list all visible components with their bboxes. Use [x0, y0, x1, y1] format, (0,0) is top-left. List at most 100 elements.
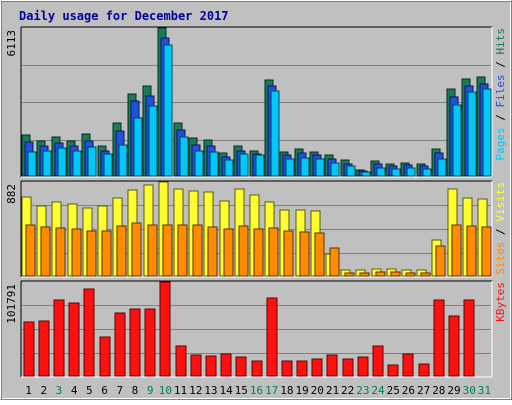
bar-pages-day-31 — [482, 88, 492, 177]
bar-pages-day-16 — [255, 154, 265, 177]
x-tick-label-27: 27 — [417, 384, 430, 397]
y-max-label-hits: 6113 — [5, 30, 18, 57]
chart-panels: 6113 Pages / Files / Hits 882 Sites / Visit… — [5, 26, 507, 378]
bar-kbytes-day-29 — [448, 315, 460, 377]
panel-hits: 6113 Pages / Files / Hits — [5, 26, 507, 178]
legend-visits: Sites / Visits — [494, 182, 507, 275]
bar-kbytes-day-8 — [129, 308, 141, 377]
bar-kbytes-day-27 — [418, 363, 430, 377]
bar-kbytes-day-24 — [372, 345, 384, 377]
bar-pages-day-9 — [148, 105, 158, 177]
legend-entry-kbytes: KBytes — [494, 282, 507, 322]
legend-entry-files: Files — [494, 74, 507, 107]
legend-text-hits: Pages / Files / Hits — [494, 28, 507, 161]
bar-pages-day-2 — [42, 150, 52, 177]
bar-sites-day-20 — [314, 232, 325, 277]
legend-entry-visits: Visits — [494, 182, 507, 222]
bar-pages-day-19 — [300, 157, 310, 177]
bar-sites-day-14 — [223, 228, 234, 277]
bar-pages-day-11 — [179, 136, 189, 177]
legend-entry-hits: Hits — [494, 28, 507, 55]
y-max-label-kbytes: 101791 — [5, 284, 18, 324]
bar-sites-day-21 — [329, 247, 340, 277]
bar-kbytes-day-22 — [342, 358, 354, 377]
bar-sites-day-9 — [147, 224, 158, 277]
bar-pages-day-13 — [209, 151, 219, 177]
bar-sites-day-23 — [359, 272, 370, 277]
bar-sites-day-12 — [192, 224, 203, 277]
x-tick-label-4: 4 — [71, 384, 78, 397]
bar-kbytes-day-30 — [463, 299, 475, 377]
bar-kbytes-day-25 — [387, 364, 399, 377]
legend-entry-sites: Sites — [494, 242, 507, 275]
x-tick-label-17: 17 — [265, 384, 278, 397]
x-tick-label-3: 3 — [56, 384, 63, 397]
bar-kbytes-day-18 — [281, 360, 293, 377]
bar-sites-day-8 — [131, 222, 142, 277]
bar-pages-day-5 — [87, 146, 97, 177]
bar-pages-day-26 — [406, 167, 416, 177]
x-tick-labels: 1 2 3 4 5 6 7 8 9 10 11 12 13 14 15 16 17 18 19 20 21 22 23 24 2… — [25, 384, 491, 397]
bar-kbytes-day-11 — [175, 345, 187, 377]
x-tick-label-19: 19 — [295, 384, 308, 397]
bar-pages-day-7 — [118, 144, 128, 177]
legend-separator: / — [494, 108, 507, 128]
x-tick-label-9: 9 — [147, 384, 154, 397]
bar-pages-day-12 — [194, 150, 204, 177]
bar-kbytes-day-19 — [296, 360, 308, 377]
bar-sites-day-24 — [375, 271, 386, 277]
x-tick-label-25: 25 — [387, 384, 400, 397]
x-tick-label-6: 6 — [101, 384, 108, 397]
x-tick-label-22: 22 — [341, 384, 354, 397]
x-tick-label-30: 30 — [463, 384, 476, 397]
bar-sites-day-1 — [25, 224, 36, 277]
x-tick-label-5: 5 — [86, 384, 93, 397]
bar-sites-day-4 — [71, 228, 82, 277]
bar-kbytes-day-9 — [144, 308, 156, 377]
bar-kbytes-day-17 — [266, 297, 278, 377]
bar-kbytes-day-20 — [311, 358, 323, 377]
bar-sites-day-11 — [177, 224, 188, 277]
x-tick-label-20: 20 — [311, 384, 324, 397]
bar-sites-day-16 — [253, 228, 264, 277]
bar-sites-day-25 — [390, 271, 401, 277]
bar-pages-day-3 — [57, 147, 67, 177]
bar-pages-day-25 — [391, 168, 401, 177]
panel-visits: 882 Sites / Visits — [5, 180, 507, 278]
bar-kbytes-day-23 — [357, 356, 369, 377]
bar-kbytes-day-6 — [99, 336, 111, 377]
bar-kbytes-day-16 — [251, 360, 263, 377]
x-tick-label-11: 11 — [174, 384, 187, 397]
x-tick-label-13: 13 — [204, 384, 217, 397]
legend-text-visits: Sites / Visits — [494, 182, 507, 275]
bar-pages-day-17 — [270, 90, 280, 177]
x-tick-label-12: 12 — [189, 384, 202, 397]
bar-pages-day-4 — [72, 150, 82, 177]
x-tick-label-29: 29 — [447, 384, 460, 397]
bar-pages-day-22 — [346, 165, 356, 177]
bar-pages-day-23 — [361, 171, 371, 177]
bar-pages-day-1 — [27, 151, 37, 177]
x-tick-label-15: 15 — [235, 384, 248, 397]
bar-kbytes-day-4 — [68, 302, 80, 377]
bar-sites-day-15 — [238, 225, 249, 277]
x-tick-label-14: 14 — [219, 384, 233, 397]
bar-kbytes-day-12 — [190, 354, 202, 377]
x-tick-label-31: 31 — [478, 384, 491, 397]
x-tick-label-18: 18 — [280, 384, 293, 397]
x-tick-label-28: 28 — [432, 384, 445, 397]
bar-kbytes-day-28 — [433, 299, 445, 377]
bar-kbytes-day-2 — [38, 320, 50, 377]
bar-pages-day-14 — [224, 159, 234, 177]
bar-kbytes-day-5 — [83, 288, 95, 377]
bar-pages-day-8 — [133, 117, 143, 177]
bar-sites-day-18 — [283, 230, 294, 277]
bar-kbytes-day-21 — [326, 354, 338, 377]
panel-kbytes: 101791 KBytes — [5, 280, 507, 378]
bar-sites-day-30 — [466, 225, 477, 277]
bar-sites-day-3 — [55, 227, 66, 277]
bar-sites-day-27 — [420, 272, 431, 277]
